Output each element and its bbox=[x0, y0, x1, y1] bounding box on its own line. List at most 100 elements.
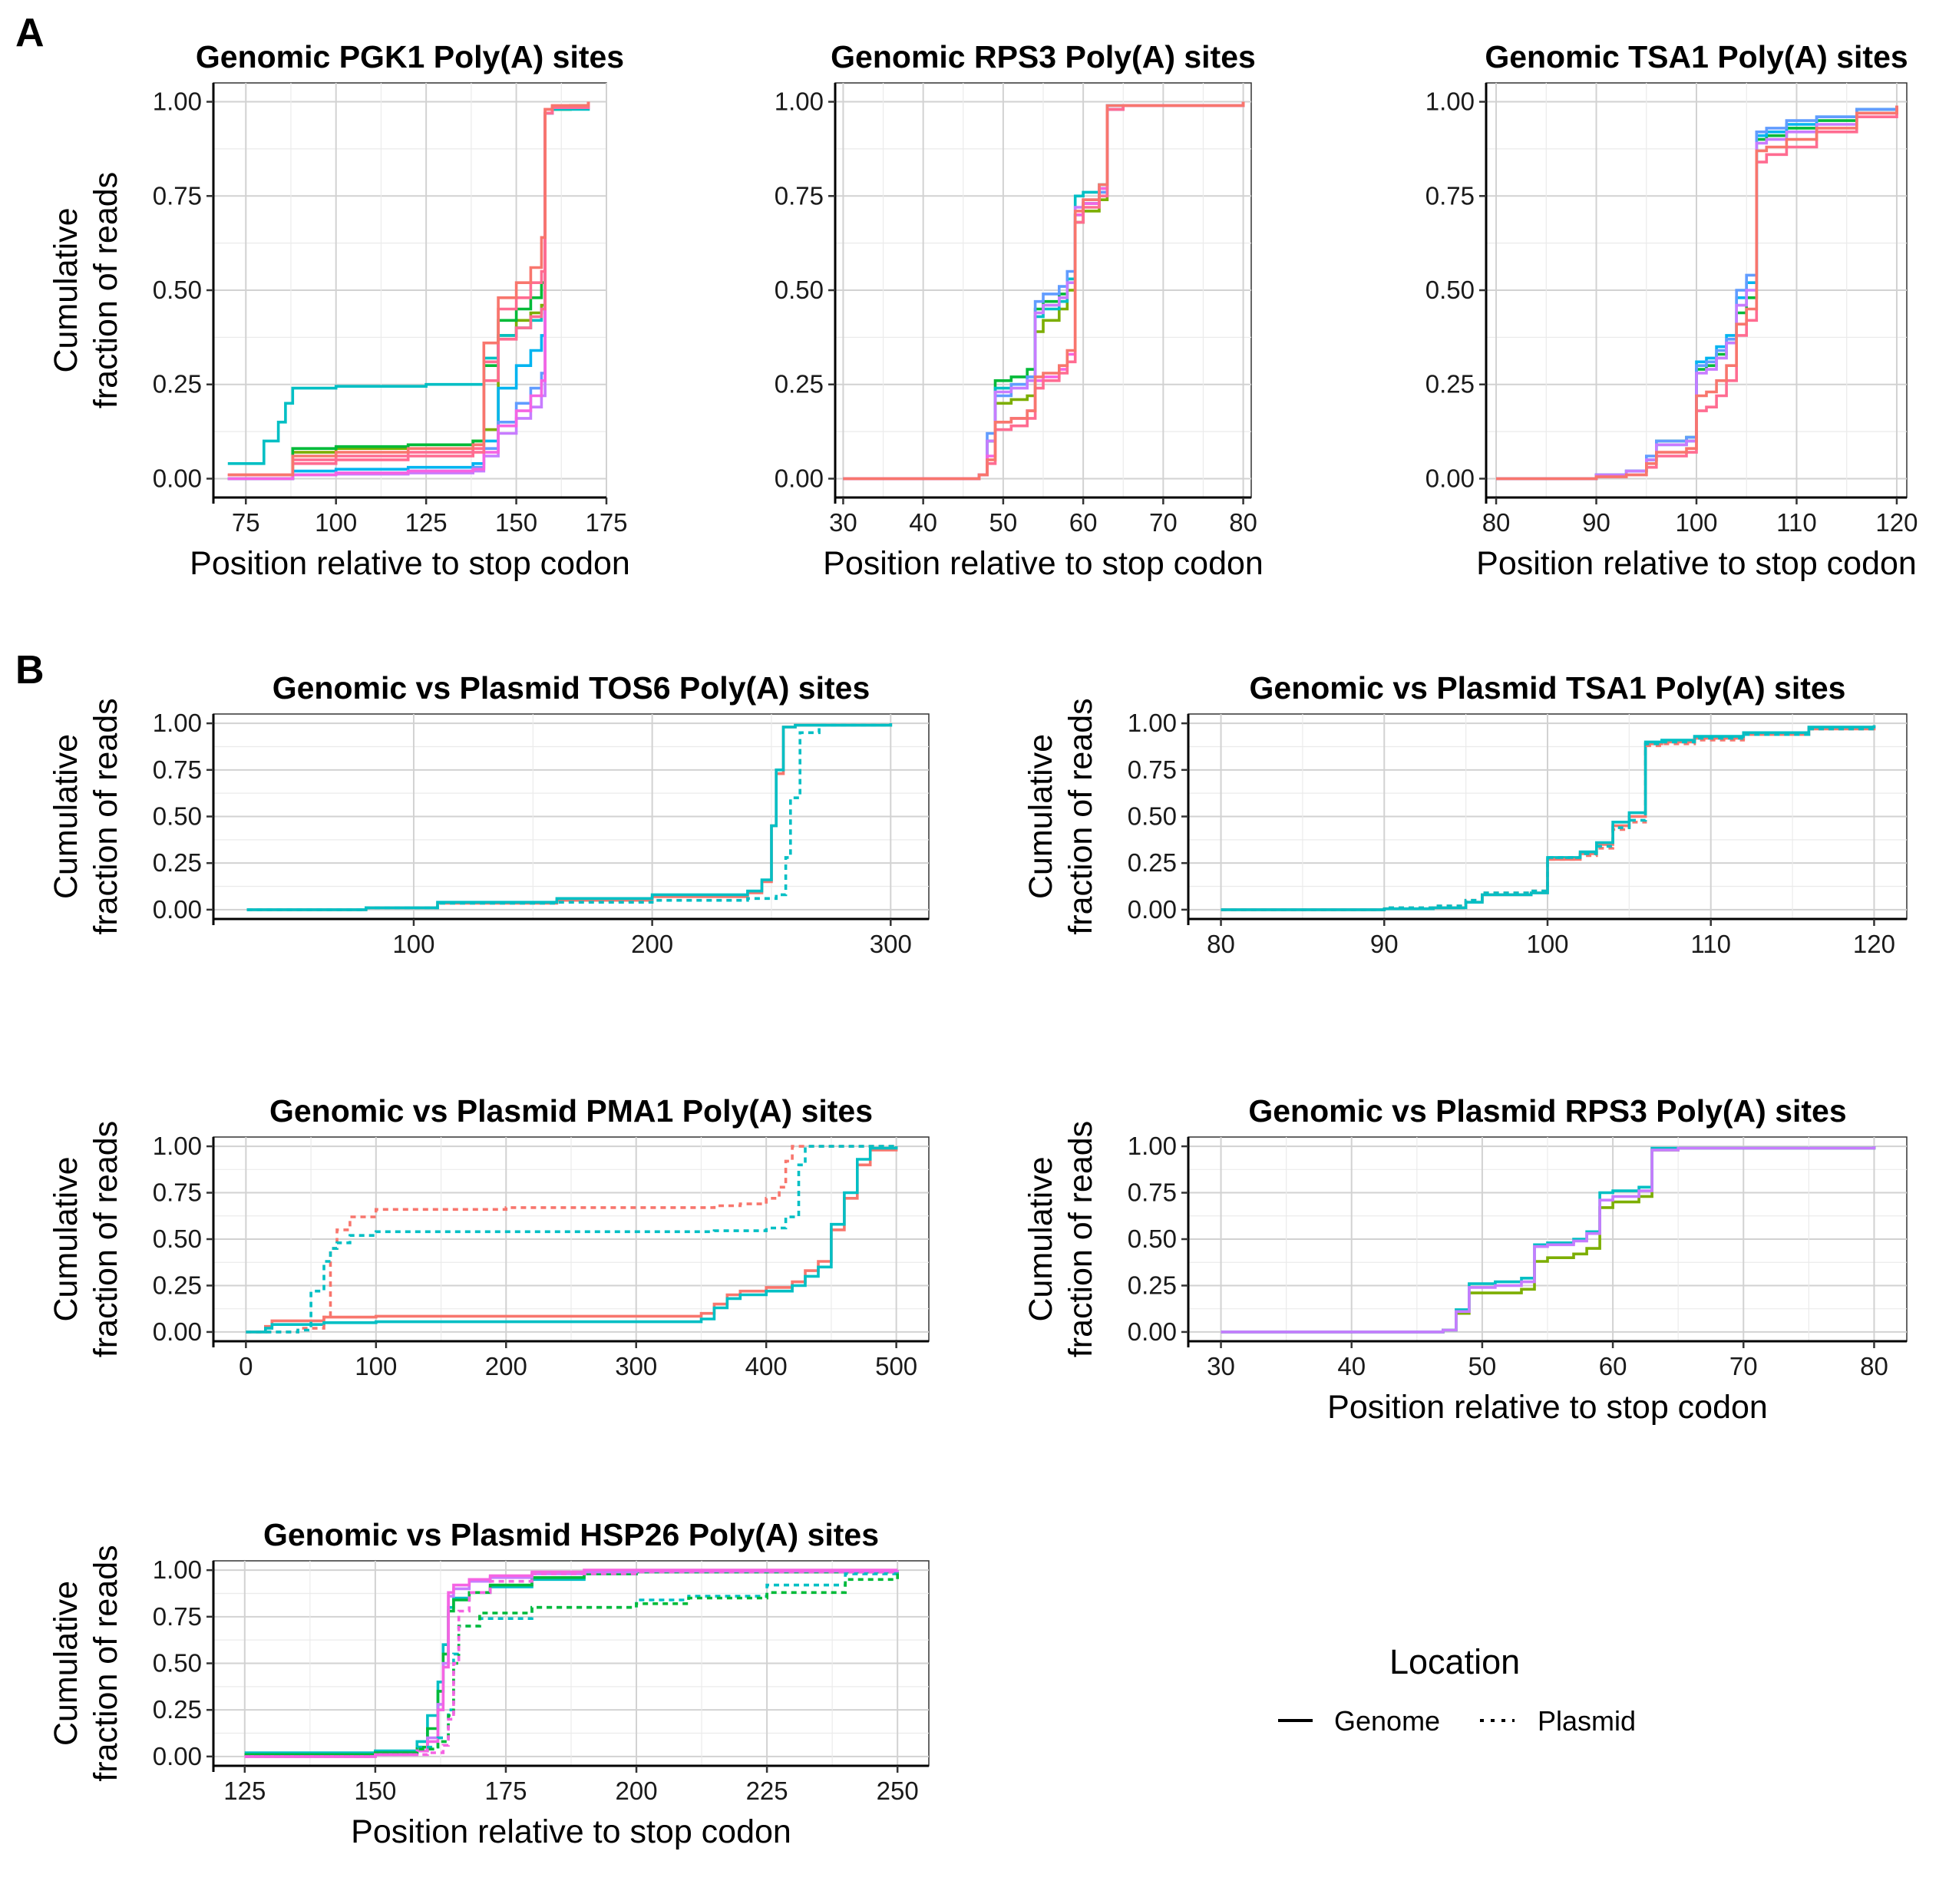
plot-rps3a: 0.00 0.25 0.50 0.75 1.00 30 40 50 60 70 80 Genomic … bbox=[775, 39, 1264, 582]
x-tick-label: 50 bbox=[989, 508, 1018, 537]
x-tick-label: 75 bbox=[232, 508, 260, 537]
y-axis-label-line2: fraction of reads bbox=[88, 1545, 124, 1781]
series-line-rps3b-1 bbox=[1221, 1146, 1876, 1334]
x-tick-label: 300 bbox=[870, 930, 912, 958]
y-axis-label-line2: fraction of reads bbox=[1062, 698, 1099, 934]
y-tick-label: 0.75 bbox=[153, 1602, 202, 1631]
y-tick-label: 0.25 bbox=[775, 370, 824, 398]
series-line-tsa1a-5 bbox=[1496, 105, 1898, 481]
x-tick-label: 70 bbox=[1149, 508, 1178, 537]
x-tick-label: 125 bbox=[223, 1777, 266, 1805]
y-tick-label: 0.25 bbox=[153, 1271, 202, 1299]
y-axis-label-line2: fraction of reads bbox=[1062, 1121, 1099, 1357]
y-tick-label: 0.50 bbox=[153, 1225, 202, 1253]
y-axis-label-line2: fraction of reads bbox=[88, 172, 124, 408]
x-tick-label: 40 bbox=[909, 508, 937, 537]
y-tick-label: 0.75 bbox=[1425, 181, 1475, 210]
y-tick-label: 0.50 bbox=[1425, 276, 1475, 304]
plot-tsa1a: 0.00 0.25 0.50 0.75 1.00 80 90 100 110 120 Genomic… bbox=[1425, 39, 1918, 582]
plot-title: Genomic vs Plasmid TSA1 Poly(A) sites bbox=[1250, 670, 1846, 706]
x-tick-label: 120 bbox=[1853, 930, 1895, 958]
y-tick-label: 1.00 bbox=[1128, 709, 1177, 737]
x-tick-label: 100 bbox=[1675, 508, 1717, 537]
plot-tsa1b: 0.00 0.25 0.50 0.75 1.00 80 90 100 110 120 Genomic… bbox=[1022, 670, 1908, 958]
series-line-hsp26-3 bbox=[244, 1568, 898, 1758]
plot-title: Genomic RPS3 Poly(A) sites bbox=[831, 39, 1256, 74]
x-tick-label: 70 bbox=[1729, 1352, 1758, 1380]
series-line-hsp26-5 bbox=[244, 1570, 899, 1757]
plot-title: Genomic vs Plasmid TOS6 Poly(A) sites bbox=[273, 670, 870, 706]
x-tick-label: 80 bbox=[1482, 508, 1511, 537]
y-tick-label: 0.50 bbox=[153, 1649, 202, 1678]
plot-title: Genomic vs Plasmid PMA1 Poly(A) sites bbox=[269, 1093, 873, 1129]
y-axis-label-line1: Cumulative bbox=[1022, 734, 1059, 899]
x-tick-label: 100 bbox=[315, 508, 357, 537]
y-axis-label-line2: fraction of reads bbox=[88, 1121, 124, 1357]
panel-label-b: B bbox=[15, 648, 45, 693]
legend-label-plasmid: Plasmid bbox=[1538, 1705, 1636, 1737]
y-tick-label: 0.00 bbox=[153, 895, 202, 924]
x-tick-label: 80 bbox=[1207, 930, 1235, 958]
plot-pma1: 0.00 0.25 0.50 0.75 1.00 0 100 200 300 400 500 Geno… bbox=[48, 1093, 930, 1380]
series-line-pgk1-9 bbox=[227, 101, 590, 477]
y-tick-label: 0.25 bbox=[153, 370, 202, 398]
x-tick-label: 200 bbox=[631, 930, 673, 958]
legend-title: Location bbox=[1389, 1642, 1520, 1681]
series-line-rps3b-2 bbox=[1221, 1146, 1876, 1334]
x-axis-label: Position relative to stop codon bbox=[351, 1813, 791, 1850]
plot-title: Genomic TSA1 Poly(A) sites bbox=[1485, 39, 1908, 74]
x-tick-label: 175 bbox=[585, 508, 627, 537]
y-tick-label: 0.75 bbox=[775, 181, 824, 210]
x-tick-label: 110 bbox=[1690, 930, 1731, 958]
legend: Location Genome Plasmid bbox=[1278, 1642, 1636, 1737]
x-tick-label: 0 bbox=[239, 1352, 253, 1380]
series-line-tsa1b-1 bbox=[1221, 725, 1876, 911]
plot-rps3b: 0.00 0.25 0.50 0.75 1.00 30 40 50 60 70 80 Genomic … bbox=[1022, 1093, 1908, 1426]
x-tick-label: 200 bbox=[616, 1777, 658, 1805]
y-tick-label: 0.00 bbox=[1128, 1317, 1177, 1346]
plot-tos6: 0.00 0.25 0.50 0.75 1.00 100 200 300 Genomic vs … bbox=[48, 670, 930, 958]
y-axis-label-line2: fraction of reads bbox=[88, 698, 124, 934]
x-tick-label: 80 bbox=[1860, 1352, 1888, 1380]
x-axis-label: Position relative to stop codon bbox=[190, 545, 630, 582]
y-tick-label: 0.50 bbox=[1128, 802, 1177, 831]
y-axis-label-line1: Cumulative bbox=[48, 1156, 84, 1321]
y-tick-label: 0.50 bbox=[1128, 1225, 1177, 1253]
series-line-rps3a-7 bbox=[843, 101, 1245, 481]
y-axis-label-line1: Cumulative bbox=[1022, 1156, 1059, 1321]
y-axis-label-line1: Cumulative bbox=[48, 1581, 84, 1746]
y-tick-label: 0.75 bbox=[153, 181, 202, 210]
x-tick-label: 100 bbox=[1526, 930, 1568, 958]
x-tick-label: 60 bbox=[1069, 508, 1098, 537]
y-tick-label: 0.50 bbox=[775, 276, 824, 304]
x-tick-label: 100 bbox=[355, 1352, 397, 1380]
y-tick-label: 0.25 bbox=[153, 1695, 202, 1724]
plot-grid: 0.00 0.25 0.50 0.75 1.00 75 100 125 150 175 Genomi… bbox=[48, 39, 1918, 1850]
plot-pgk1: 0.00 0.25 0.50 0.75 1.00 75 100 125 150 175 Genomi… bbox=[48, 39, 630, 582]
y-tick-label: 0.50 bbox=[153, 802, 202, 831]
y-tick-label: 1.00 bbox=[1128, 1132, 1177, 1160]
x-tick-label: 225 bbox=[746, 1777, 788, 1805]
y-tick-label: 0.00 bbox=[153, 1317, 202, 1346]
series-line-tos6-2 bbox=[246, 723, 893, 911]
x-tick-label: 150 bbox=[354, 1777, 396, 1805]
y-tick-label: 0.00 bbox=[1425, 464, 1475, 492]
series-line-pma1-2 bbox=[246, 1145, 897, 1334]
y-tick-label: 0.75 bbox=[1128, 755, 1177, 784]
y-tick-label: 0.00 bbox=[775, 464, 824, 492]
y-tick-label: 0.25 bbox=[153, 848, 202, 877]
x-tick-label: 90 bbox=[1370, 930, 1399, 958]
y-tick-label: 0.25 bbox=[1128, 1271, 1177, 1299]
x-tick-label: 30 bbox=[829, 508, 857, 537]
x-axis-label: Position relative to stop codon bbox=[1476, 545, 1917, 582]
series-line-tsa1b-3 bbox=[1221, 725, 1876, 911]
panel-label-a: A bbox=[15, 11, 45, 55]
y-tick-label: 0.25 bbox=[1425, 370, 1475, 398]
x-tick-label: 300 bbox=[615, 1352, 657, 1380]
x-tick-label: 200 bbox=[485, 1352, 527, 1380]
x-tick-label: 120 bbox=[1875, 508, 1918, 537]
x-tick-label: 60 bbox=[1599, 1352, 1627, 1380]
x-tick-label: 175 bbox=[484, 1777, 527, 1805]
series-line-hsp26-6 bbox=[244, 1570, 899, 1758]
legend-label-genome: Genome bbox=[1334, 1705, 1440, 1737]
